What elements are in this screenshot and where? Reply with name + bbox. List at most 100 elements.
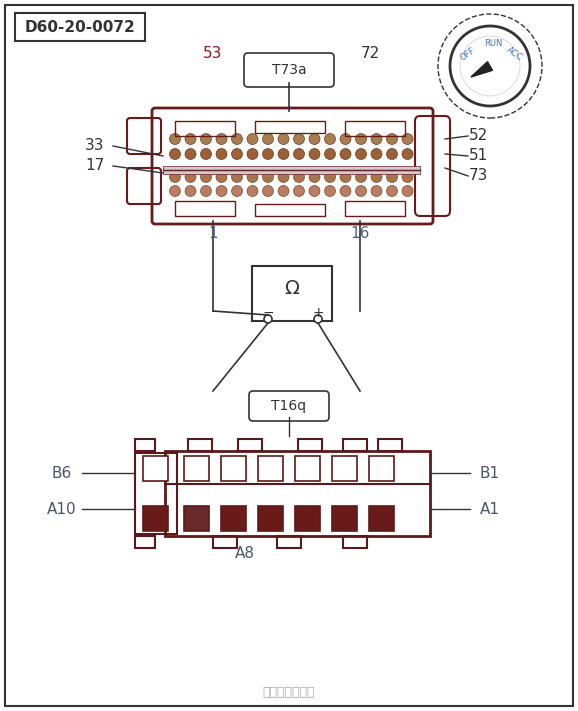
Text: +: + <box>312 306 324 320</box>
Circle shape <box>355 134 366 144</box>
Text: B6: B6 <box>52 466 72 481</box>
Bar <box>295 506 320 531</box>
Circle shape <box>387 186 398 196</box>
Circle shape <box>402 134 413 144</box>
Text: 1: 1 <box>208 225 218 240</box>
Bar <box>345 121 405 136</box>
Bar <box>221 506 246 531</box>
Bar <box>184 456 209 481</box>
Bar <box>143 456 168 481</box>
Text: 51: 51 <box>468 149 488 164</box>
Circle shape <box>278 186 289 196</box>
Circle shape <box>387 134 398 144</box>
Circle shape <box>294 186 305 196</box>
Circle shape <box>324 186 335 196</box>
Circle shape <box>340 134 351 144</box>
Text: T16q: T16q <box>272 399 306 413</box>
Bar <box>332 456 357 481</box>
Text: B1: B1 <box>480 466 500 481</box>
Circle shape <box>387 171 398 183</box>
Circle shape <box>216 134 227 144</box>
Text: OFF: OFF <box>459 46 477 63</box>
Text: A10: A10 <box>47 501 77 516</box>
Text: D60-20-0072: D60-20-0072 <box>25 19 135 35</box>
Circle shape <box>262 149 273 159</box>
Circle shape <box>278 134 289 144</box>
Circle shape <box>309 134 320 144</box>
Circle shape <box>232 134 243 144</box>
Circle shape <box>185 134 196 144</box>
Text: ACC: ACC <box>504 46 524 63</box>
FancyBboxPatch shape <box>252 266 332 321</box>
Bar <box>258 506 283 531</box>
Bar <box>135 536 155 548</box>
Circle shape <box>232 186 243 196</box>
Text: A8: A8 <box>235 545 255 560</box>
Text: 16: 16 <box>350 225 370 240</box>
Text: 33: 33 <box>85 139 105 154</box>
Bar <box>295 456 320 481</box>
Text: T73a: T73a <box>272 63 306 77</box>
Bar <box>332 506 357 531</box>
Bar <box>238 439 262 451</box>
Text: A1: A1 <box>480 501 500 516</box>
Bar <box>277 536 301 548</box>
Circle shape <box>216 149 227 159</box>
Circle shape <box>247 149 258 159</box>
Bar <box>298 439 322 451</box>
FancyBboxPatch shape <box>244 53 334 87</box>
Bar <box>184 506 209 531</box>
Circle shape <box>262 134 273 144</box>
Circle shape <box>169 171 180 183</box>
Bar <box>378 439 402 451</box>
Circle shape <box>278 149 289 159</box>
Text: 17: 17 <box>86 159 105 173</box>
Circle shape <box>294 149 305 159</box>
Text: −: − <box>262 306 274 320</box>
Circle shape <box>371 134 382 144</box>
Text: 72: 72 <box>360 46 380 60</box>
Circle shape <box>371 186 382 196</box>
Circle shape <box>340 186 351 196</box>
Circle shape <box>355 186 366 196</box>
Circle shape <box>216 171 227 183</box>
Circle shape <box>201 149 212 159</box>
Bar <box>255 121 325 133</box>
Bar <box>369 506 394 531</box>
Circle shape <box>355 149 366 159</box>
Circle shape <box>185 186 196 196</box>
FancyBboxPatch shape <box>249 391 329 421</box>
Circle shape <box>309 149 320 159</box>
Circle shape <box>371 171 382 183</box>
Circle shape <box>169 149 180 159</box>
Circle shape <box>402 171 413 183</box>
Text: 73: 73 <box>468 169 488 183</box>
Circle shape <box>309 171 320 183</box>
Bar <box>221 456 246 481</box>
Circle shape <box>324 171 335 183</box>
Circle shape <box>450 26 530 106</box>
Text: RUN: RUN <box>484 40 502 48</box>
Polygon shape <box>471 62 492 77</box>
Bar <box>255 204 325 216</box>
Circle shape <box>232 171 243 183</box>
Text: Ω: Ω <box>284 279 299 299</box>
Bar <box>175 121 235 136</box>
Circle shape <box>324 149 335 159</box>
Circle shape <box>201 171 212 183</box>
Bar <box>258 456 283 481</box>
Circle shape <box>402 149 413 159</box>
Circle shape <box>387 149 398 159</box>
Circle shape <box>324 134 335 144</box>
Bar <box>343 536 367 548</box>
Circle shape <box>402 186 413 196</box>
Circle shape <box>247 186 258 196</box>
Circle shape <box>340 171 351 183</box>
Bar <box>175 201 235 216</box>
Bar <box>213 536 237 548</box>
Circle shape <box>247 134 258 144</box>
Circle shape <box>169 134 180 144</box>
Text: 52: 52 <box>468 129 488 144</box>
Circle shape <box>247 171 258 183</box>
Text: 汽车维修技术网: 汽车维修技术网 <box>263 687 315 700</box>
